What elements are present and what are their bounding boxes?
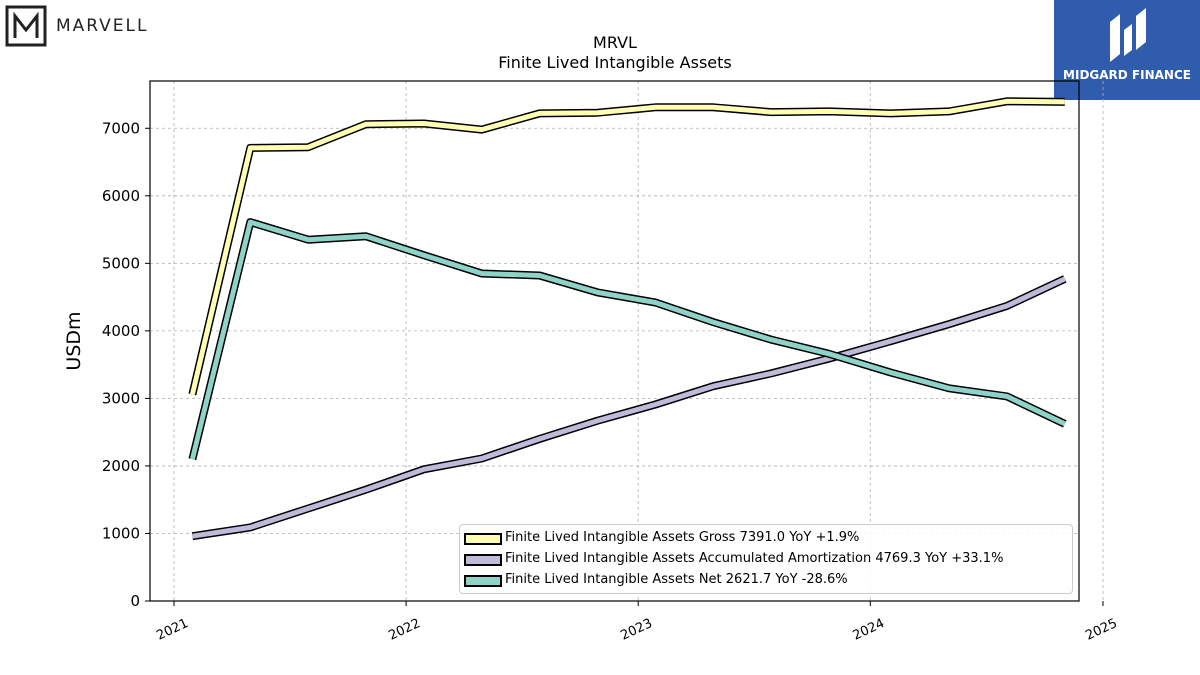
chart-legend: Finite Lived Intangible Assets Gross 739… xyxy=(459,524,1073,594)
chart-subtitle: Finite Lived Intangible Assets xyxy=(498,53,732,72)
legend-label-gross: Finite Lived Intangible Assets Gross 739… xyxy=(505,530,860,545)
plot-frame xyxy=(149,80,1080,602)
y-tick-label: 2000 xyxy=(102,457,140,475)
midgard-logo-icon xyxy=(1110,8,1146,62)
legend-swatch-net xyxy=(464,575,502,587)
midgard-finance-logo: MIDGARD FINANCE xyxy=(1054,0,1200,100)
midgard-logo-text: MIDGARD FINANCE xyxy=(1063,68,1191,82)
legend-swatch-gross xyxy=(464,533,502,545)
x-tick-label: 2024 xyxy=(851,616,887,644)
x-tick-label: 2025 xyxy=(1083,616,1119,644)
legend-label-amortization: Finite Lived Intangible Assets Accumulat… xyxy=(505,551,1004,566)
y-tick-label: 7000 xyxy=(102,119,140,137)
y-tick-label: 0 xyxy=(130,592,140,610)
series-outline-net xyxy=(188,218,1067,461)
x-tick-label: 2022 xyxy=(386,616,422,644)
marvell-logo-icon xyxy=(5,5,47,47)
legend-swatch-amortization xyxy=(464,554,502,566)
series-outline-gross xyxy=(188,97,1065,396)
series-line-gross xyxy=(189,98,1065,395)
marvell-logo: MARVELL xyxy=(4,4,184,48)
x-tick-label: 2023 xyxy=(619,616,655,644)
y-tick-label: 1000 xyxy=(102,524,140,542)
y-axis-label: USDm xyxy=(63,311,85,370)
x-tick-label: 2021 xyxy=(154,616,190,644)
series-outline-amortization xyxy=(191,275,1067,541)
series-line-net xyxy=(189,219,1066,460)
y-tick-label: 3000 xyxy=(102,389,140,407)
y-tick-label: 5000 xyxy=(102,254,140,272)
chart-title: MRVL xyxy=(593,33,637,52)
legend-label-net: Finite Lived Intangible Assets Net 2621.… xyxy=(505,572,848,587)
y-tick-label: 6000 xyxy=(102,187,140,205)
y-tick-label: 4000 xyxy=(102,322,140,340)
series-line-amortization xyxy=(192,276,1066,539)
marvell-logo-text: MARVELL xyxy=(56,16,149,36)
